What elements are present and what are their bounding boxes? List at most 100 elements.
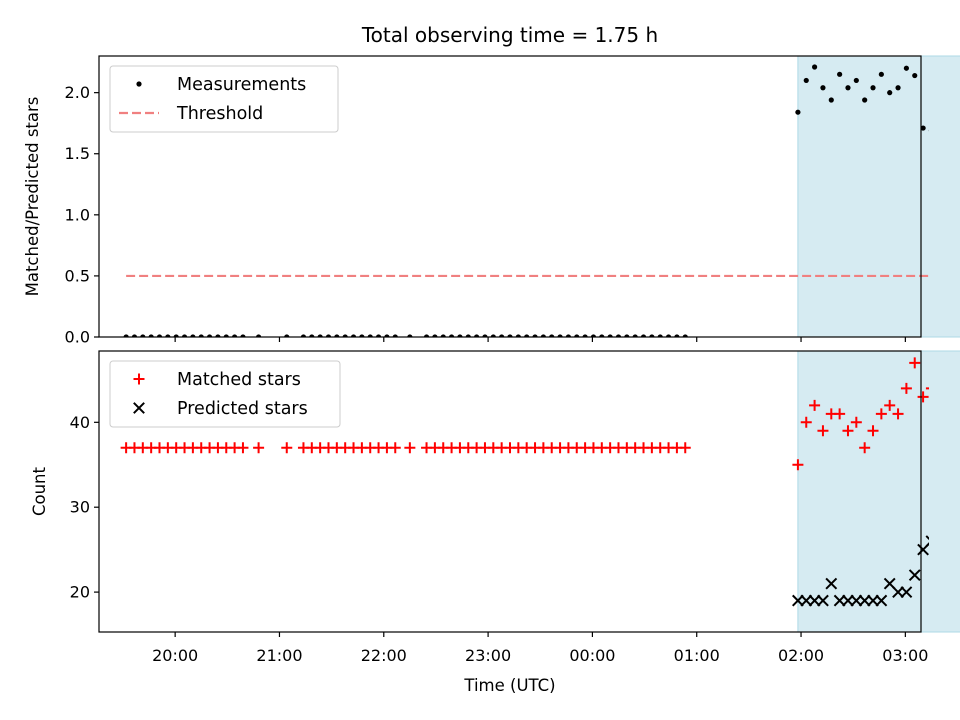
matched-star-point (892, 408, 904, 420)
legend-label: Measurements (177, 75, 306, 95)
measurement-point (334, 334, 340, 337)
measurement-point (649, 334, 655, 337)
measurement-point (828, 97, 834, 103)
measurement-point (624, 334, 630, 337)
legend-label: Matched stars (177, 370, 301, 390)
matched-star-point (842, 425, 854, 437)
legend-label: Threshold (176, 104, 263, 124)
measurement-point (482, 334, 488, 337)
measurement-point (317, 334, 323, 337)
matched-star-point (917, 391, 929, 403)
matched-star-point (809, 399, 821, 411)
measurement-point (490, 334, 496, 337)
measurement-point (870, 85, 876, 91)
measurement-point (223, 334, 229, 337)
matched-star-point (389, 442, 401, 454)
matched-star-point (875, 408, 887, 420)
predicted-star-point (875, 594, 888, 607)
measurement-point (615, 334, 622, 337)
legend-handle-dot (136, 81, 142, 87)
measurement-point (837, 71, 843, 77)
matched-star-point (253, 442, 265, 454)
x-tick-label: 20:00 (152, 646, 198, 665)
measurement-point (903, 65, 909, 71)
matched-star-point (404, 442, 416, 454)
measurement-point (557, 334, 563, 337)
bottom-axes-frame (98, 350, 922, 633)
measurement-point (607, 334, 613, 337)
top-highlight-span (797, 55, 960, 338)
measurement-point (674, 334, 680, 337)
measurement-point (540, 334, 546, 337)
matched-star-point (834, 408, 846, 420)
x-tick-label: 00:00 (569, 646, 615, 665)
predicted-star-point (900, 586, 913, 599)
y-tick-label: 0.0 (65, 328, 90, 347)
matched-star-point (859, 442, 871, 454)
measurement-point (240, 334, 246, 337)
measurement-point (640, 334, 647, 337)
y-tick-label: 30 (70, 498, 90, 517)
matched-star-point (800, 416, 812, 428)
measurement-point (565, 334, 572, 337)
measurement-point (590, 334, 597, 337)
x-tick-label: 22:00 (361, 646, 407, 665)
measurement-point (198, 334, 204, 337)
bottom-legend: Matched stars Predicted stars (109, 360, 341, 428)
measurement-point (215, 334, 221, 337)
chart-title: Total observing time = 1.75 h (361, 23, 658, 47)
measurement-point (928, 129, 929, 132)
measurement-point (862, 97, 868, 103)
measurement-point (140, 334, 146, 337)
measurement-point (632, 334, 638, 337)
matched-star-point (792, 459, 804, 471)
measurement-point (392, 334, 398, 337)
measurement-point (665, 334, 672, 337)
measurement-point (657, 334, 663, 337)
top-panel: 0.00.51.01.52.0 Matched/Predicted stars … (23, 55, 960, 347)
matched-star-point (281, 442, 293, 454)
measurement-point (524, 334, 530, 337)
measurement-point (582, 334, 588, 337)
matched-star-point (884, 399, 896, 411)
measurement-point (811, 64, 818, 70)
measurement-point (256, 334, 262, 337)
predicted-star-point (817, 594, 829, 607)
bottom-marks (120, 357, 929, 607)
measurement-point (325, 334, 332, 337)
top-legend: Measurements Threshold (109, 65, 339, 133)
x-tick-label: 03:00 (882, 646, 928, 665)
measurement-point (407, 334, 413, 337)
measurement-point (350, 334, 357, 337)
measurement-point (507, 334, 513, 337)
y-tick-label: 20 (70, 583, 90, 602)
measurement-point (165, 334, 171, 337)
measurement-point (206, 334, 213, 337)
predicted-star-point (925, 535, 929, 548)
measurement-point (887, 90, 893, 96)
measurement-point (549, 334, 555, 337)
measurement-point (342, 334, 348, 337)
measurement-point (284, 334, 290, 337)
measurement-point (912, 72, 918, 79)
y-tick-label: 40 (70, 413, 90, 432)
measurement-point (309, 334, 315, 337)
measurement-point (300, 334, 307, 337)
measurement-point (123, 334, 129, 337)
y-tick-label: 2.0 (65, 83, 90, 102)
measurement-point (432, 334, 438, 337)
bottom-highlight-span (797, 350, 960, 633)
legend-handle-x (133, 402, 145, 414)
legend-label: Predicted stars (177, 399, 308, 419)
measurement-point (803, 77, 809, 84)
measurement-point (384, 334, 390, 337)
measurement-point (375, 334, 382, 337)
measurement-point (795, 109, 801, 115)
matched-star-point (925, 387, 929, 390)
measurement-point (499, 334, 505, 337)
measurement-point (878, 71, 884, 77)
x-axis-label: Time (UTC) (463, 676, 555, 695)
measurement-point (895, 85, 901, 91)
top-marks (123, 64, 929, 337)
